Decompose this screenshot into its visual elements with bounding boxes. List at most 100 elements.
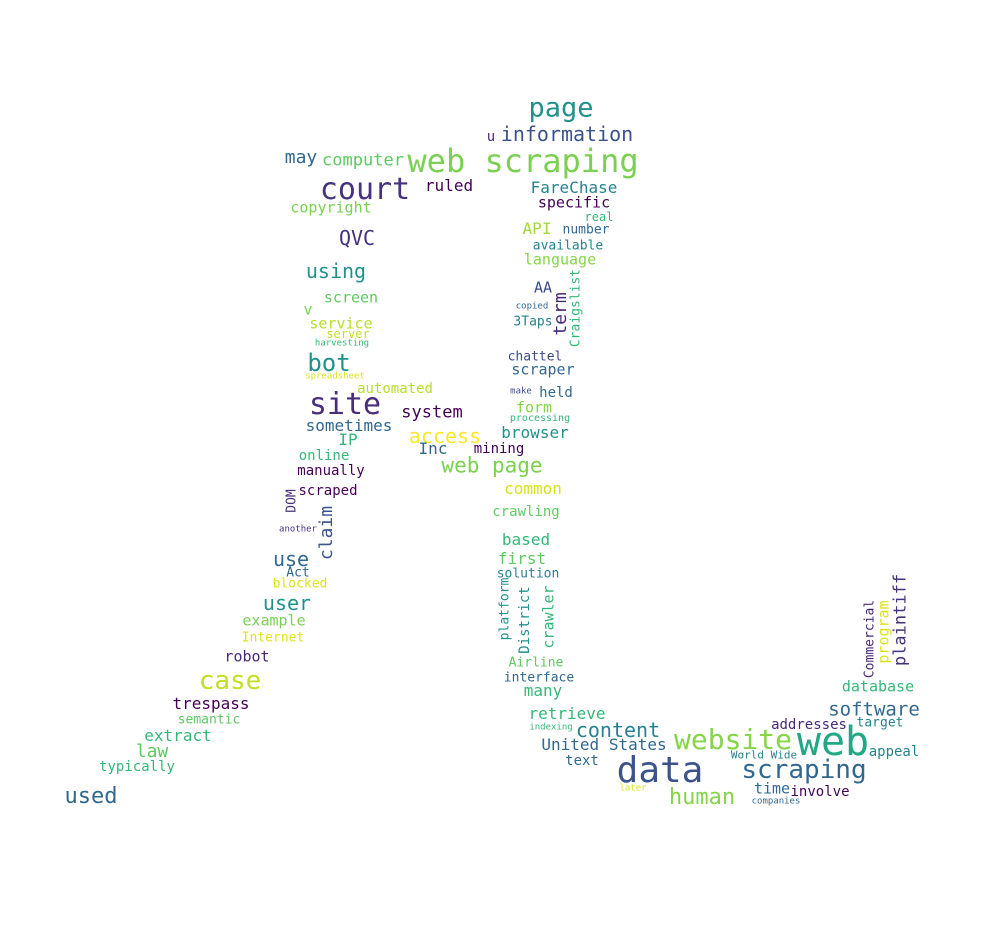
word-processing: processing	[509, 413, 571, 424]
word-time: time	[753, 779, 791, 798]
word-example: example	[242, 611, 306, 630]
word-screen: screen	[323, 288, 379, 307]
word-involve: involve	[790, 784, 850, 800]
word-may: may	[284, 147, 318, 168]
word-crawler: crawler	[539, 585, 558, 649]
word-sometimes: sometimes	[305, 416, 393, 435]
word-held: held	[539, 385, 573, 401]
word-district: District	[517, 586, 533, 654]
word-plaintiff: plaintiff	[890, 573, 911, 667]
word-common: common	[504, 479, 562, 498]
word-u: u	[486, 129, 496, 145]
word-scraped: scraped	[298, 483, 358, 499]
word-3taps: 3Taps	[513, 314, 553, 330]
word-harvesting: harvesting	[314, 338, 370, 349]
word-bot: bot	[307, 349, 351, 377]
word-typically: typically	[99, 759, 175, 775]
word-blocked: blocked	[272, 576, 328, 592]
word-web: web	[796, 719, 870, 765]
word-information: information	[500, 122, 634, 146]
word-real: real	[584, 210, 614, 224]
word-qvc: QVC	[338, 226, 376, 250]
word-human: human	[668, 785, 736, 810]
word-service: service	[309, 314, 373, 333]
word-target: target	[856, 715, 904, 731]
word-program: program	[874, 600, 893, 664]
word-copied: copied	[515, 301, 549, 312]
word-data: data	[616, 750, 704, 791]
word-law: law	[135, 741, 169, 762]
word-used: used	[64, 784, 118, 809]
word-api: API	[522, 219, 552, 238]
word-access: access	[408, 424, 482, 448]
word-commercial: Commercial	[862, 599, 878, 679]
word-united-states: United States	[541, 735, 667, 754]
word-addresses: addresses	[771, 717, 847, 733]
word-available: available	[532, 238, 604, 254]
word-trespass: trespass	[172, 694, 250, 713]
word-database: database	[841, 677, 915, 696]
word-automated: automated	[357, 381, 433, 397]
word-world-wide: World Wide	[730, 748, 798, 762]
word-system: system	[401, 402, 463, 423]
word-content: content	[575, 718, 661, 742]
word-claim: claim	[316, 505, 337, 561]
word-scraping: scraping	[741, 755, 867, 785]
word-semantic: semantic	[177, 712, 241, 728]
word-airline: Airline	[508, 655, 564, 671]
word-first: first	[497, 549, 547, 568]
word-act: Act	[286, 565, 310, 581]
word-computer: computer	[322, 150, 404, 171]
word-farechase: FareChase	[530, 178, 618, 197]
word-platform: platform	[497, 577, 513, 641]
word-v: v	[303, 300, 313, 319]
word-spreadsheet: spreadsheet	[305, 371, 365, 382]
word-aa: AA	[533, 278, 553, 297]
word-manually: manually	[297, 463, 365, 479]
word-another: another	[279, 524, 317, 535]
word-mining: mining	[473, 441, 525, 457]
word-court: court	[319, 172, 411, 207]
word-based: based	[501, 530, 551, 549]
word-interface: interface	[503, 670, 575, 686]
word-crawling: crawling	[492, 504, 560, 520]
word-companies: companies	[751, 796, 801, 807]
word-solution: solution	[496, 566, 560, 582]
word-using: using	[305, 259, 367, 283]
word-retrieve: retrieve	[528, 704, 606, 723]
word-site: site	[308, 387, 382, 422]
word-text: text	[565, 753, 599, 769]
word-extract: extract	[144, 726, 212, 745]
word-browser: browser	[501, 423, 569, 442]
word-appeal: appeal	[868, 744, 920, 760]
word-robot: robot	[224, 647, 270, 666]
word-chattel: chattel	[507, 349, 563, 365]
word-online: online	[298, 448, 350, 464]
word-inc: Inc	[418, 439, 448, 458]
word-web-page: web page	[441, 453, 543, 478]
word-language: language	[523, 250, 597, 269]
word-many: many	[523, 681, 563, 700]
word-ip: IP	[338, 430, 358, 449]
word-craigslist: Craigslist	[568, 268, 584, 348]
word-dom: DOM	[284, 489, 300, 513]
word-case: case	[198, 666, 262, 696]
word-use: use	[272, 547, 310, 571]
word-form: form	[515, 398, 553, 417]
word-specific: specific	[537, 193, 611, 212]
word-internet: Internet	[241, 630, 305, 646]
word-number: number	[562, 222, 610, 238]
word-term: term	[550, 292, 571, 336]
word-later: later	[619, 783, 647, 794]
word-website: website	[673, 723, 793, 756]
word-indexing: indexing	[529, 722, 573, 733]
word-web-scraping: web scraping	[407, 142, 639, 180]
word-ruled: ruled	[424, 176, 474, 195]
word-server: server	[326, 327, 370, 341]
word-make: make	[510, 386, 532, 397]
word-copyright: copyright	[290, 198, 372, 217]
word-software: software	[828, 698, 920, 721]
word-scraper: scraper	[511, 360, 575, 379]
word-user: user	[262, 591, 312, 615]
